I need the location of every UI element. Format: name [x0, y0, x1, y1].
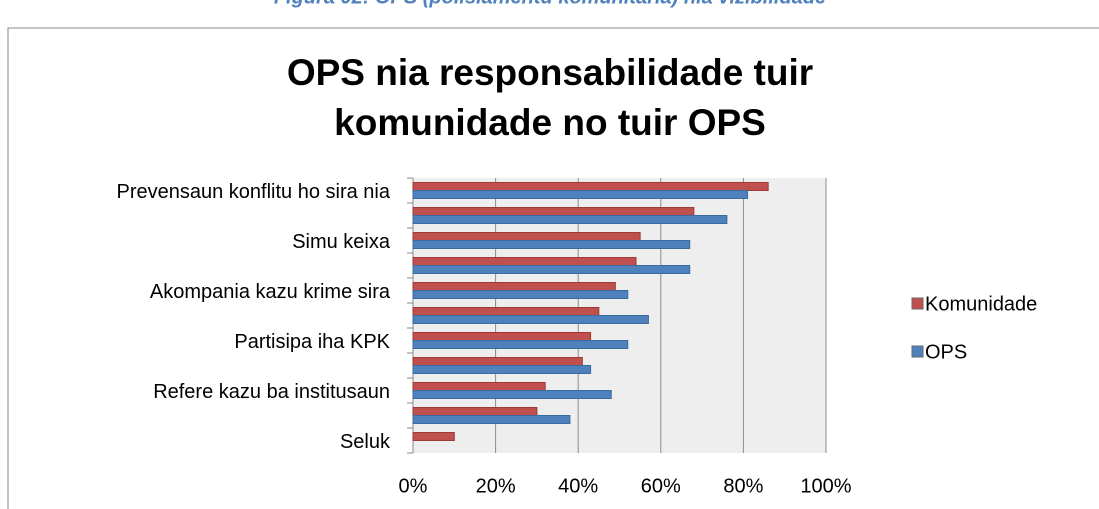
bar: [412, 232, 641, 241]
x-tick-label: 0%: [399, 475, 428, 497]
x-tick-label: 100%: [800, 475, 851, 497]
bar: [412, 240, 691, 249]
y-tick-label: Akompania kazu krime sira: [150, 281, 391, 303]
legend-swatch: [911, 297, 924, 310]
caption: Figura 02: OPS (polisiamentu komunitaria…: [274, 0, 826, 8]
legend-swatch: [911, 345, 924, 358]
bar: [412, 332, 592, 341]
y-tick-label: Seluk: [340, 431, 391, 453]
bar: [412, 190, 749, 199]
bar: [412, 207, 695, 216]
bar: [412, 357, 583, 366]
x-tick-label: 20%: [476, 475, 516, 497]
bar: [412, 415, 571, 424]
bar: [412, 265, 691, 274]
legend-label: Komunidade: [925, 293, 1037, 315]
chart-title: OPS nia responsabilidade tuir: [287, 52, 813, 93]
bar: [412, 365, 592, 374]
legend-label: OPS: [925, 341, 967, 363]
bar: [412, 315, 649, 324]
x-tick-label: 40%: [558, 475, 598, 497]
bar: [412, 290, 629, 299]
y-tick-label: Prevensaun konflitu ho sira nia: [117, 181, 391, 203]
chart-frame: [7, 27, 1099, 509]
y-tick-label: Partisipa iha KPK: [234, 331, 390, 353]
bar: [412, 182, 769, 191]
bar: [412, 382, 546, 391]
bar: [412, 257, 637, 266]
y-tick-label: Refere kazu ba institusaun: [153, 381, 390, 403]
y-tick-label: Simu keixa: [292, 231, 391, 253]
bar: [412, 340, 629, 349]
x-tick-label: 80%: [723, 475, 763, 497]
bar: [412, 215, 728, 224]
bar: [412, 282, 616, 291]
bar: [412, 390, 612, 399]
bar: [412, 407, 538, 416]
chart-title: komunidade no tuir OPS: [334, 102, 766, 143]
bar: [412, 432, 455, 441]
bar: [412, 307, 600, 316]
x-tick-label: 60%: [641, 475, 681, 497]
